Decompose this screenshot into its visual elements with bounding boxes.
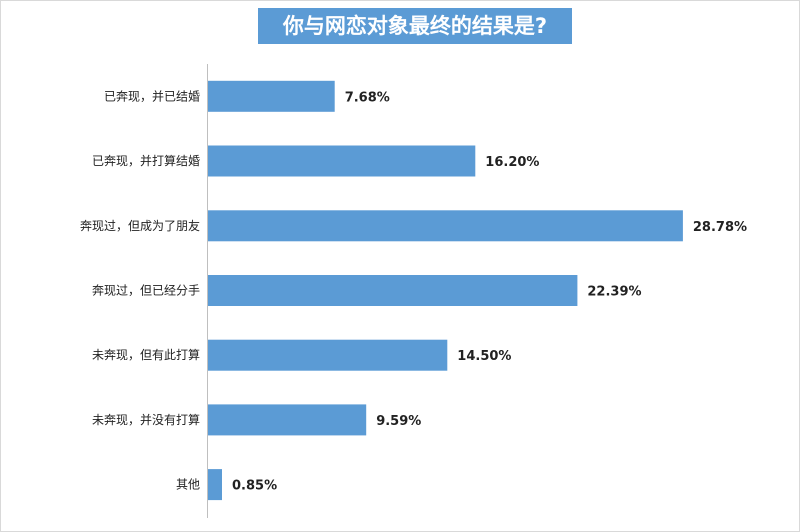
category-label-6: 未奔现，并没有打算 [92,412,200,427]
value-label-5: 14.50% [457,349,511,364]
bars-group: 已奔现，并已结婚 7.68% 已奔现，并打算结婚 16.20% 奔现过，但成为了朋友 28… [80,80,747,501]
bar-5 [208,339,448,371]
value-label-2: 16.20% [485,155,539,170]
bar-2 [208,145,476,177]
category-label-4: 奔现过，但已经分手 [92,284,200,298]
value-label-1: 7.68% [345,90,390,105]
bar-3 [208,210,683,242]
value-label-6: 9.59% [376,414,421,429]
bar-6 [208,404,367,436]
bar-4 [208,275,578,306]
chart-title: 你与网恋对象最终的结果是? [258,8,572,44]
value-label-4: 22.39% [587,285,641,300]
bar-7 [208,469,222,501]
category-label-2: 已奔现，并打算结婚 [92,153,200,168]
category-label-5: 未奔现，但有此打算 [92,347,200,362]
value-label-7: 0.85% [232,479,277,494]
bar-1 [208,80,335,112]
value-label-3: 28.78% [693,220,747,235]
category-label-3: 奔现过，但成为了朋友 [80,219,200,233]
category-label-7: 其他 [176,478,200,492]
category-label-1: 已奔现，并已结婚 [104,89,200,103]
